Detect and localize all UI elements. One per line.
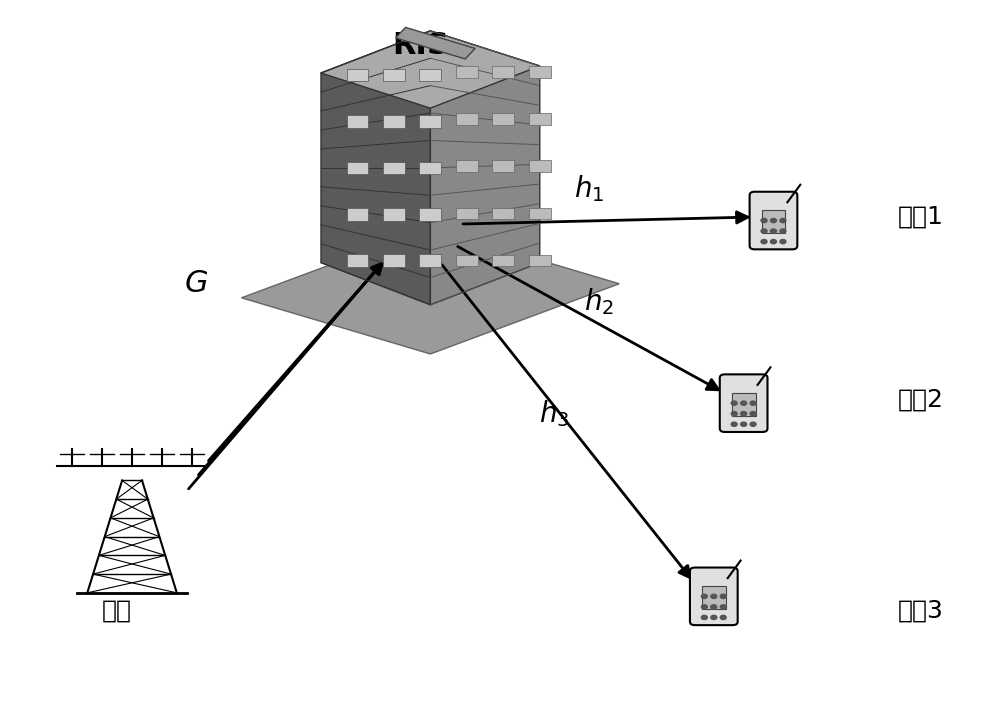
FancyBboxPatch shape xyxy=(690,568,738,625)
Bar xyxy=(347,254,368,267)
Circle shape xyxy=(750,411,756,416)
Bar xyxy=(347,115,368,128)
Polygon shape xyxy=(396,28,475,59)
Bar xyxy=(492,67,514,78)
Text: $h_3$: $h_3$ xyxy=(539,399,570,429)
Text: RIS: RIS xyxy=(392,31,449,60)
Bar xyxy=(529,255,551,266)
Bar xyxy=(492,113,514,125)
Circle shape xyxy=(750,401,756,405)
Circle shape xyxy=(761,229,767,233)
Polygon shape xyxy=(321,31,430,305)
Circle shape xyxy=(780,219,786,222)
Circle shape xyxy=(770,239,776,244)
Circle shape xyxy=(720,605,726,609)
Circle shape xyxy=(761,219,767,222)
Circle shape xyxy=(731,401,737,405)
Bar xyxy=(529,207,551,219)
Text: 用户1: 用户1 xyxy=(898,205,944,229)
Bar xyxy=(702,586,726,609)
FancyBboxPatch shape xyxy=(720,375,768,432)
Text: $h_1$: $h_1$ xyxy=(574,173,605,205)
Bar xyxy=(383,115,405,128)
Circle shape xyxy=(701,594,707,598)
Bar xyxy=(762,210,785,233)
Circle shape xyxy=(731,411,737,416)
Bar xyxy=(492,207,514,219)
Circle shape xyxy=(780,239,786,244)
Circle shape xyxy=(701,605,707,609)
Polygon shape xyxy=(321,31,540,108)
Circle shape xyxy=(770,219,776,222)
Circle shape xyxy=(720,615,726,620)
Bar xyxy=(529,67,551,78)
Polygon shape xyxy=(430,31,540,305)
FancyBboxPatch shape xyxy=(750,192,797,249)
Circle shape xyxy=(701,615,707,620)
Text: 用户2: 用户2 xyxy=(898,388,944,411)
Circle shape xyxy=(720,594,726,598)
Text: 用户3: 用户3 xyxy=(898,598,944,622)
Bar xyxy=(492,255,514,266)
Circle shape xyxy=(711,615,717,620)
Bar xyxy=(456,113,478,125)
Bar xyxy=(419,254,441,267)
Circle shape xyxy=(741,411,747,416)
Circle shape xyxy=(750,422,756,426)
Bar xyxy=(456,161,478,172)
Text: 基站: 基站 xyxy=(102,598,132,622)
Bar xyxy=(419,208,441,220)
Bar xyxy=(456,67,478,78)
Bar xyxy=(383,69,405,81)
Bar xyxy=(732,393,756,416)
Circle shape xyxy=(780,229,786,233)
Bar xyxy=(419,161,441,174)
Bar xyxy=(383,161,405,174)
Bar xyxy=(383,208,405,220)
Circle shape xyxy=(711,594,717,598)
Bar xyxy=(492,161,514,172)
Circle shape xyxy=(741,422,747,426)
Bar xyxy=(529,113,551,125)
Text: G: G xyxy=(185,269,209,298)
Text: $h_2$: $h_2$ xyxy=(584,286,614,316)
Bar xyxy=(383,254,405,267)
Bar xyxy=(529,161,551,172)
Bar xyxy=(347,161,368,174)
Bar xyxy=(419,69,441,81)
Circle shape xyxy=(761,239,767,244)
Bar xyxy=(419,115,441,128)
Circle shape xyxy=(741,401,747,405)
Circle shape xyxy=(770,229,776,233)
Circle shape xyxy=(731,422,737,426)
Bar xyxy=(456,207,478,219)
Bar xyxy=(347,208,368,220)
Polygon shape xyxy=(241,227,619,354)
Bar xyxy=(456,255,478,266)
Circle shape xyxy=(711,605,717,609)
Bar xyxy=(347,69,368,81)
